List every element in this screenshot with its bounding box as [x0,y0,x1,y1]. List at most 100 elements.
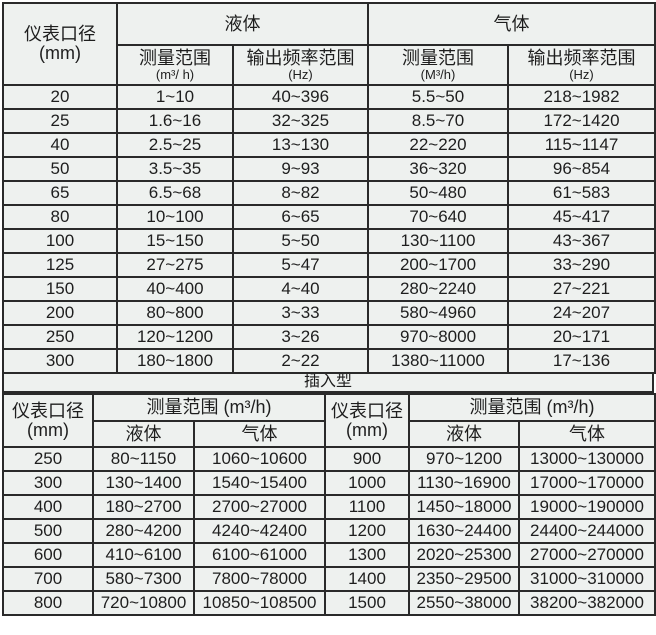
liquid-range-label: 测量范围 [139,47,211,68]
liquid-range-cell: 27~275 [116,252,234,278]
diameter-unit: (mm) [39,43,81,63]
table-row: 250 120~1200 3~26 970~8000 20~171 [2,324,656,350]
table-row: 250 80~1150 1060~10600 900 970~1200 13000~130… [2,446,656,472]
diameter-cell: 20 [2,84,118,110]
gas-range-header: 测量范围 (M³/h) [367,44,509,86]
flowmeter-spec-sheet: 仪表口径 (mm) 液体 气体 测量范围 (m³/ h) 输出频率范围 (Hz) 测… [2,2,656,616]
insertion-type-band: 插入型 [2,374,654,393]
diameter-header: 仪表口径 (mm) [2,2,118,86]
gas-range-cell: 6100~61000 [193,542,326,568]
table-row: 400 180~2700 2700~27000 1100 1450~18000 19000… [2,494,656,520]
diameter-cell: 250 [2,446,94,472]
liquid-freq-cell: 32~325 [232,108,369,134]
table-row: 100 15~150 5~50 130~1100 43~367 [2,228,656,254]
liquid-range-cell: 1~10 [116,84,234,110]
diameter-cell: 40 [2,132,118,158]
gas-freq-cell: 218~1982 [507,84,656,110]
gas-range-cell: 280~2240 [367,276,509,302]
gas-range-cell: 31000~310000 [518,566,656,592]
diameter-cell: 1000 [324,470,410,496]
liquid-freq-cell: 2~22 [232,348,369,374]
liquid-range-cell: 1450~18000 [408,494,520,520]
diameter-cell: 1300 [324,542,410,568]
liquid-freq-label: 输出频率范围 [246,47,355,68]
diameter-cell: 1200 [324,518,410,544]
diameter-cell: 900 [324,446,410,472]
gas-range-cell: 19000~190000 [518,494,656,520]
gas-range-cell: 24400~244000 [518,518,656,544]
liquid-range-unit: (m³/ h) [155,66,195,82]
liquid-header: 液体 [116,2,369,46]
liquid-range-cell: 80~1150 [92,446,195,472]
liquid-freq-cell: 3~33 [232,300,369,326]
table-row: 500 280~4200 4240~42400 1200 1630~24400 24400… [2,518,656,544]
gas-freq-label: 输出频率范围 [527,47,636,68]
diameter-cell: 150 [2,276,118,302]
diameter-cell: 300 [2,348,118,374]
diameter-unit: (mm) [346,419,388,440]
liquid-range-cell: 1130~16900 [408,470,520,496]
liquid-freq-cell: 8~82 [232,180,369,206]
table-row: 600 410~6100 6100~61000 1300 2020~25300 27000… [2,542,656,568]
gas-range-cell: 27000~270000 [518,542,656,568]
diameter-cell: 1100 [324,494,410,520]
insert-gas-header-left: 气体 [193,420,326,448]
table-row: 200 80~800 3~33 580~4960 24~207 [2,300,656,326]
liquid-range-cell: 1.6~16 [116,108,234,134]
table-row: 300 130~1400 1540~15400 1000 1130~16900 17000… [2,470,656,496]
diameter-cell: 1500 [324,590,410,616]
gas-range-cell: 2700~27000 [193,494,326,520]
liquid-range-cell: 280~4200 [92,518,195,544]
gas-range-cell: 200~1700 [367,252,509,278]
liquid-range-cell: 410~6100 [92,542,195,568]
gas-freq-cell: 33~290 [507,252,656,278]
gas-range-cell: 50~480 [367,180,509,206]
gas-range-cell: 1380~11000 [367,348,509,374]
gas-freq-cell: 61~583 [507,180,656,206]
liquid-freq-cell: 6~65 [232,204,369,230]
table-row: 150 40~400 4~40 280~2240 27~221 [2,276,656,302]
insert-diameter-header-right: 仪表口径 (mm) [324,393,410,448]
liquid-range-cell: 1630~24400 [408,518,520,544]
liquid-range-cell: 180~1800 [116,348,234,374]
gas-range-cell: 22~220 [367,132,509,158]
diameter-cell: 80 [2,204,118,230]
table-row: 20 1~10 40~396 5.5~50 218~1982 [2,84,656,110]
diameter-cell: 800 [2,590,94,616]
diameter-label: 仪表口径 [331,400,403,421]
gas-range-cell: 10850~108500 [193,590,326,616]
pipe-type-table: 仪表口径 (mm) 液体 气体 测量范围 (m³/ h) 输出频率范围 (Hz) 测… [2,2,656,374]
table-row: 25 1.6~16 32~325 8.5~70 172~1420 [2,108,656,134]
liquid-range-cell: 130~1400 [92,470,195,496]
diameter-cell: 400 [2,494,94,520]
gas-freq-header: 输出频率范围 (Hz) [507,44,656,86]
insertion-type-table: 仪表口径 (mm) 测量范围 (m³/h) 仪表口径 (mm) 测量范围 (m³/h… [2,393,656,616]
diameter-cell: 250 [2,324,118,350]
diameter-cell: 65 [2,180,118,206]
gas-range-cell: 36~320 [367,156,509,182]
insertion-type-title: 插入型 [2,374,654,393]
diameter-cell: 300 [2,470,94,496]
diameter-cell: 1400 [324,566,410,592]
liquid-freq-cell: 5~47 [232,252,369,278]
insert-range-header-left: 测量范围 (m³/h) [92,393,326,422]
gas-freq-cell: 24~207 [507,300,656,326]
gas-freq-cell: 27~221 [507,276,656,302]
gas-range-unit: (M³/h) [420,66,456,82]
liquid-range-cell: 120~1200 [116,324,234,350]
liquid-freq-cell: 9~93 [232,156,369,182]
gas-freq-cell: 115~1147 [507,132,656,158]
liquid-range-cell: 2550~38000 [408,590,520,616]
table-row: 40 2.5~25 13~130 22~220 115~1147 [2,132,656,158]
gas-freq-cell: 20~171 [507,324,656,350]
insert-gas-header-right: 气体 [518,420,656,448]
gas-range-cell: 17000~170000 [518,470,656,496]
diameter-cell: 700 [2,566,94,592]
liquid-range-header: 测量范围 (m³/ h) [116,44,234,86]
gas-freq-unit: (Hz) [569,66,594,82]
diameter-cell: 100 [2,228,118,254]
gas-range-cell: 13000~130000 [518,446,656,472]
gas-range-cell: 8.5~70 [367,108,509,134]
diameter-cell: 600 [2,542,94,568]
liquid-range-cell: 40~400 [116,276,234,302]
